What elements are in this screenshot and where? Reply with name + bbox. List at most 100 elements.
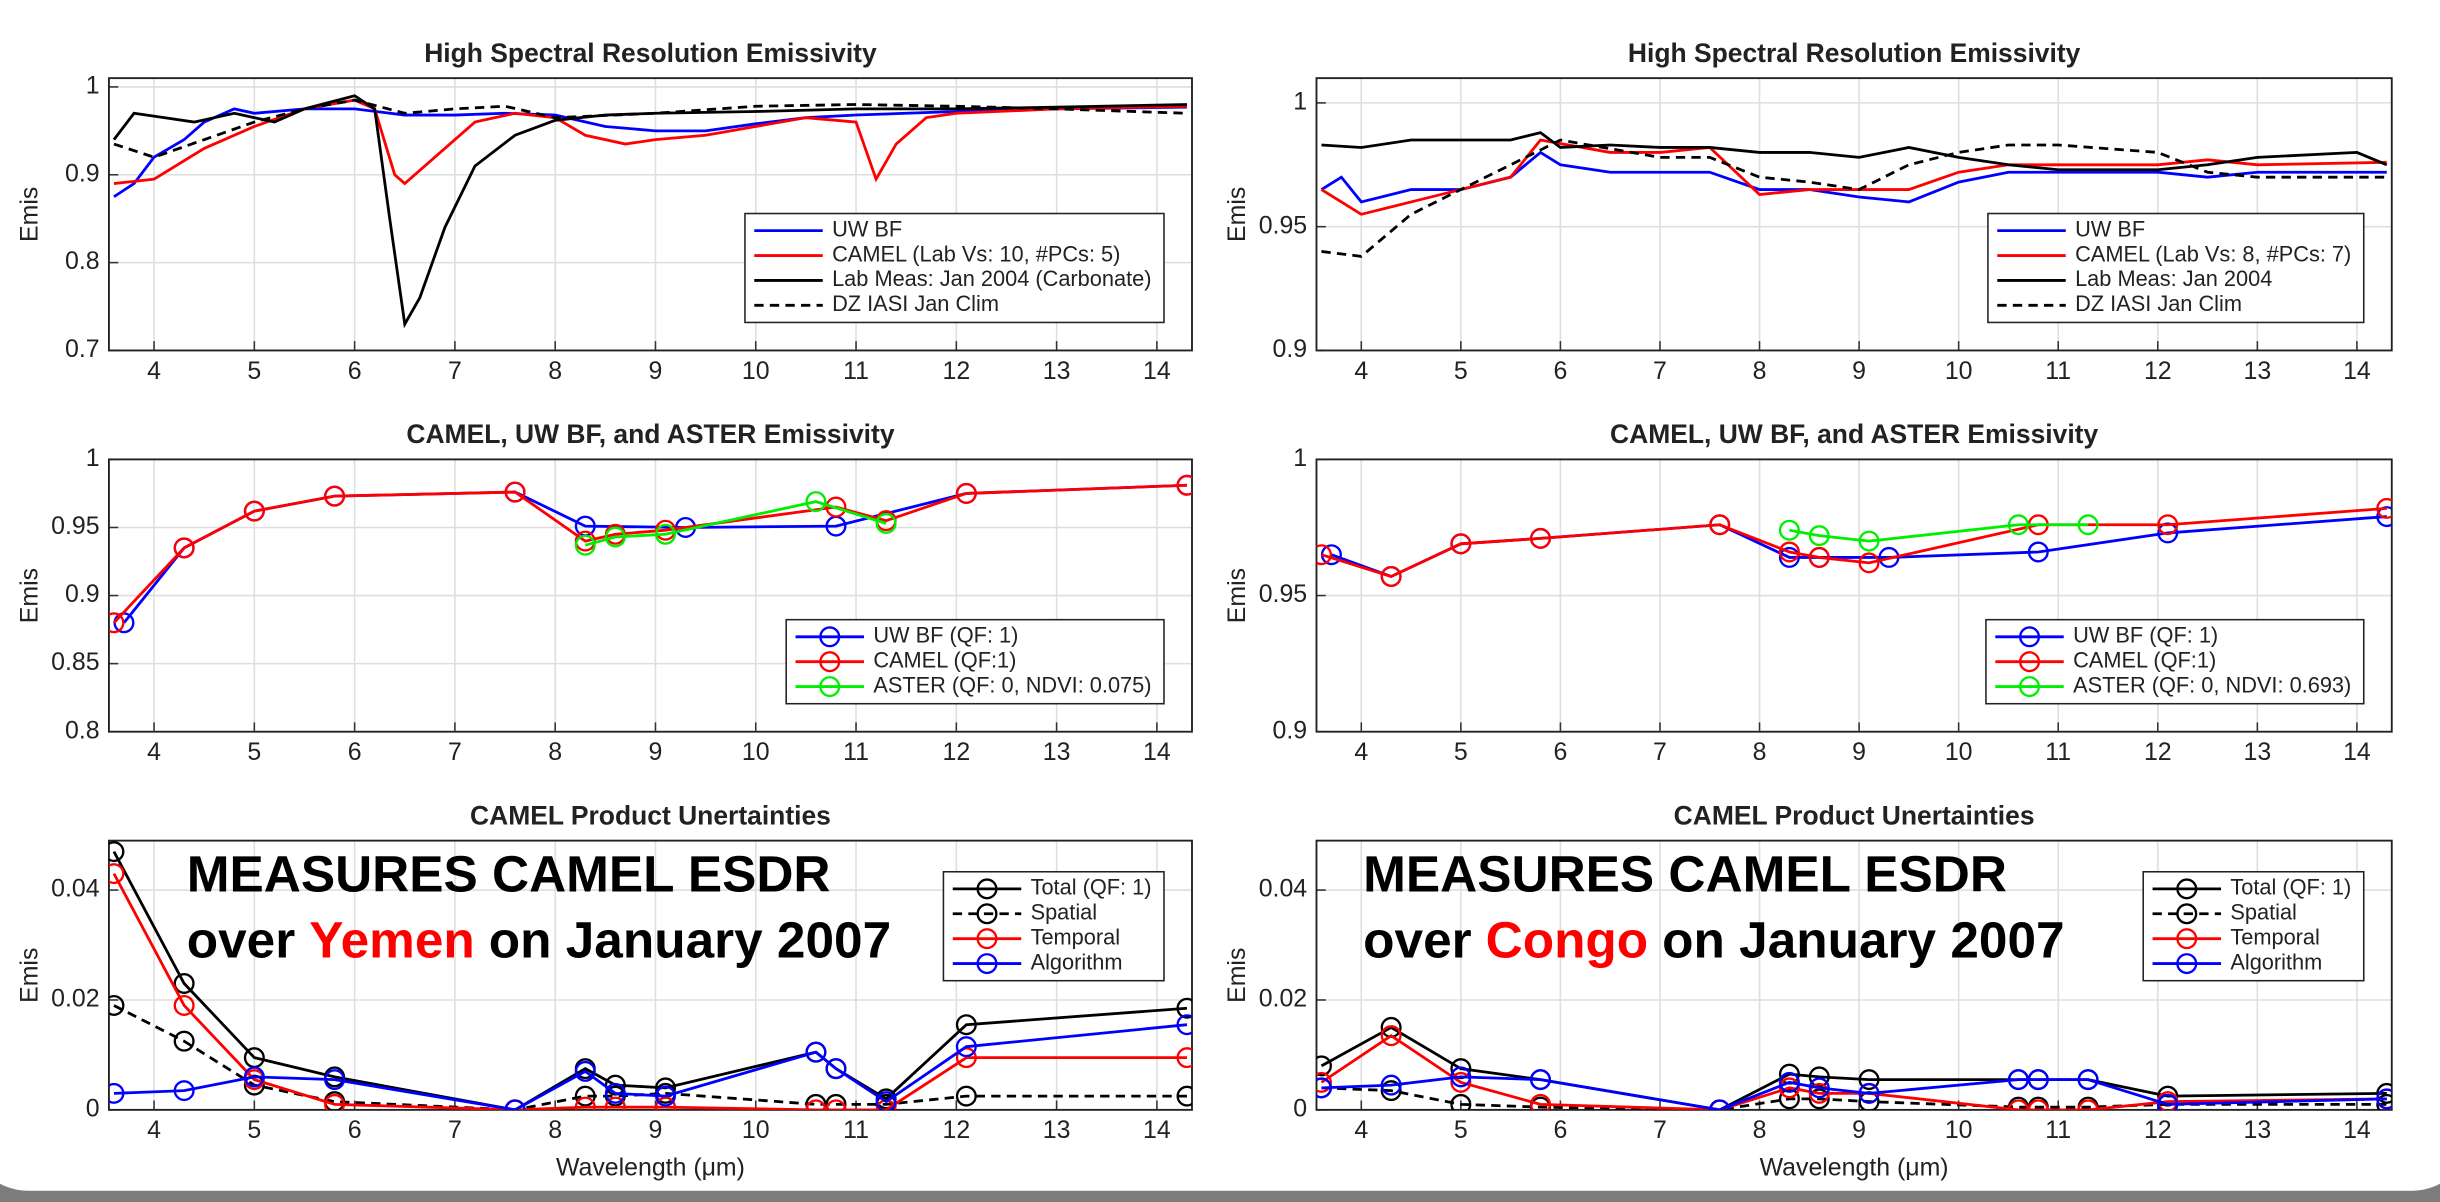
x-tick-label: 12: [942, 738, 970, 766]
x-tick-label: 13: [1043, 738, 1071, 766]
legend-label: DZ IASI Jan Clim: [2075, 291, 2242, 316]
data-point: [324, 485, 346, 507]
data-point: [2027, 541, 2049, 563]
data-point: [108, 1082, 125, 1104]
x-tick-label: 13: [2244, 1116, 2272, 1144]
data-point: [2007, 1099, 2029, 1110]
y-tick-label: 1: [86, 72, 100, 100]
legend-marker: [2019, 626, 2041, 648]
panel: 4 5 6 7 8 9 10 11 12 13 14 0.7 0.8 0.9 1 High Spectral …: [16, 38, 1193, 385]
data-point: [504, 481, 526, 503]
data-point: [1808, 1088, 1830, 1110]
data-point: [108, 994, 125, 1016]
y-tick-label: 0.95: [1259, 580, 1307, 608]
x-tick-label: 6: [348, 357, 362, 385]
data-point: [1808, 1066, 1830, 1088]
y-tick-label: 0.7: [65, 335, 100, 363]
x-tick-label: 4: [1354, 357, 1368, 385]
x-tick-label: 10: [1945, 357, 1973, 385]
data-point: [1316, 1055, 1332, 1077]
chart-title: CAMEL, UW BF, and ASTER Emissivity: [406, 419, 894, 449]
x-tick-label: 11: [2045, 357, 2071, 385]
legend-label: Total (QF: 1): [1031, 875, 1152, 900]
legend-label: UW BF: [2075, 216, 2145, 241]
x-tick-label: 7: [1653, 1116, 1667, 1144]
x-tick-label: 8: [1753, 738, 1767, 766]
data-layer: [1316, 1016, 2392, 1110]
series-line: [113, 1023, 1188, 1110]
x-tick-label: 10: [742, 1116, 770, 1144]
data-point: [574, 1085, 596, 1107]
x-tick-label: 5: [1454, 738, 1468, 766]
data-point: [2027, 1069, 2049, 1091]
x-axis-label: Wavelength (μm): [556, 1154, 745, 1182]
data-point: [1450, 1093, 1472, 1110]
x-tick-label: 9: [1852, 738, 1866, 766]
data-point: [2077, 1069, 2099, 1091]
x-tick-label: 5: [247, 738, 261, 766]
data-point: [1858, 552, 1880, 574]
legend-marker: [819, 626, 841, 648]
x-tick-label: 5: [247, 1116, 261, 1144]
x-tick-label: 7: [448, 1116, 462, 1144]
annotation-part: on January 2007: [489, 911, 891, 968]
x-tick-label: 14: [2343, 357, 2371, 385]
series-line: [1321, 1086, 2387, 1110]
y-tick-label: 0.95: [1259, 211, 1307, 239]
data-point: [108, 863, 125, 885]
x-tick-label: 12: [2144, 738, 2172, 766]
data-point: [1778, 541, 1800, 563]
data-point: [825, 1099, 847, 1110]
plot-frame: [107, 458, 1193, 733]
legend-label: Spatial: [1031, 900, 1098, 925]
data-point: [574, 1096, 596, 1110]
y-axis-label: Emis: [1223, 187, 1251, 242]
plot-frame: [1315, 77, 2393, 352]
data-layer: [1320, 131, 2388, 258]
x-tick-label: 4: [1354, 738, 1368, 766]
panel: 4 5 6 7 8 9 10 11 12 13 14 0 0.02 0.04 CAMEL Product U…: [16, 800, 1193, 1182]
data-point: [955, 1014, 977, 1036]
y-tick-label: 0.02: [51, 985, 99, 1013]
y-tick-label: 0.04: [51, 875, 100, 903]
x-tick-label: 11: [843, 738, 869, 766]
series-line: [1320, 150, 2387, 204]
legend-marker: [2176, 953, 2198, 975]
legend-label: Algorithm: [1031, 949, 1123, 974]
data-point: [1380, 1025, 1402, 1047]
x-tick-label: 8: [548, 1116, 562, 1144]
data-point: [654, 523, 677, 545]
x-tick-label: 7: [448, 738, 462, 766]
data-point: [173, 994, 195, 1016]
data-point: [1808, 546, 1830, 568]
data-point: [1529, 1069, 1552, 1091]
data-point: [805, 491, 827, 513]
x-tick-label: 9: [649, 1116, 663, 1144]
data-point: [173, 537, 195, 559]
x-tick-label: 4: [147, 738, 161, 766]
data-point: [1808, 1077, 1830, 1099]
x-tick-label: 9: [1852, 357, 1866, 385]
legend-label: CAMEL (QF:1): [2073, 647, 2216, 672]
data-point: [2027, 1099, 2049, 1110]
data-layer: [108, 474, 1192, 634]
x-tick-label: 4: [147, 1116, 161, 1144]
data-point: [1450, 1066, 1472, 1088]
x-tick-label: 4: [147, 357, 161, 385]
x-axis-label: Wavelength (μm): [1760, 1154, 1949, 1182]
y-tick-label: 1: [1293, 444, 1307, 472]
x-tick-label: 5: [247, 357, 261, 385]
y-tick-label: 0.8: [65, 247, 100, 275]
x-tick-label: 11: [843, 1116, 869, 1144]
plot-frame: [107, 77, 1193, 352]
chart-title: CAMEL Product Unertainties: [470, 800, 831, 830]
x-tick-label: 13: [1043, 357, 1071, 385]
x-tick-label: 14: [1143, 1116, 1171, 1144]
chart-title: High Spectral Resolution Emissivity: [1628, 38, 2081, 68]
y-tick-label: 0.85: [51, 648, 99, 676]
data-point: [173, 1030, 195, 1052]
